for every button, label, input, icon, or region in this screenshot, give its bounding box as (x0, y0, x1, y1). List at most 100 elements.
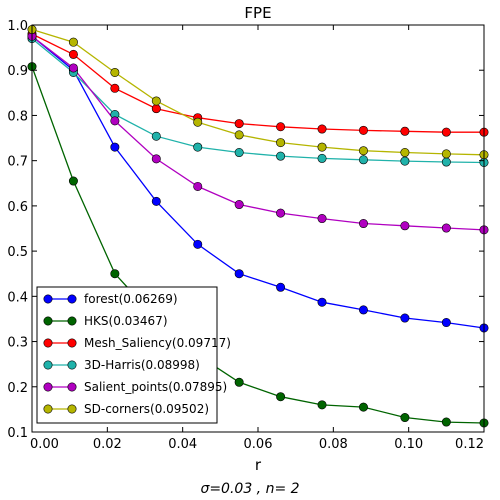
data-point (400, 126, 410, 136)
data-point (151, 131, 161, 141)
x-tick-label: 0.08 (319, 437, 348, 452)
data-point (110, 142, 120, 152)
x-tick-label: 0.00 (30, 437, 59, 452)
data-point (193, 181, 203, 191)
data-point (441, 318, 451, 328)
legend-label: Salient_points(0.07895) (84, 380, 227, 394)
legend-label: 3D-Harris(0.08998) (84, 358, 200, 372)
legend-label: Mesh_Saliency(0.09717) (84, 336, 231, 350)
y-tick-label: 0.1 (7, 426, 28, 441)
data-point (193, 142, 203, 152)
legend-marker (67, 294, 77, 304)
legend-marker (67, 316, 77, 326)
data-point (317, 214, 327, 224)
y-tick-label: 0.2 (7, 381, 28, 396)
data-point (358, 125, 368, 135)
legend-box (36, 286, 218, 424)
x-tick-label: 0.06 (244, 437, 273, 452)
data-point (234, 119, 244, 129)
data-point (276, 392, 286, 402)
y-tick-label: 0.7 (7, 155, 28, 170)
data-point (151, 154, 161, 164)
data-point (234, 269, 244, 279)
data-point (151, 196, 161, 206)
data-point (358, 219, 368, 229)
y-tick-label: 0.3 (7, 336, 28, 351)
data-point (276, 208, 286, 218)
data-point (317, 142, 327, 152)
data-point (358, 402, 368, 412)
data-point (441, 157, 451, 167)
data-point (317, 297, 327, 307)
legend: forest(0.06269) HKS(0.03467) Mesh_Saliency… (36, 286, 231, 424)
data-point (441, 149, 451, 159)
series-lines (31, 28, 485, 424)
caption-text: σ=0.03 , n= 2 (200, 481, 299, 497)
y-tick-label: 1.0 (7, 19, 28, 34)
data-point (110, 67, 120, 77)
data-point (358, 305, 368, 315)
data-point (234, 377, 244, 387)
data-point (400, 148, 410, 158)
x-tick-label: 0.02 (93, 437, 122, 452)
legend-marker (43, 382, 53, 392)
data-point (276, 282, 286, 292)
series-line (31, 28, 485, 156)
series-line (31, 66, 485, 424)
data-point (276, 151, 286, 161)
data-point (234, 148, 244, 158)
y-tick-label: 0.5 (7, 245, 28, 260)
axis-ticks: 0.00 0.02 0.04 0.06 0.08 0.10 0.12 0.1 0.2 0.3 0.4… (7, 19, 485, 452)
legend-label: SD-corners(0.09502) (84, 402, 209, 416)
data-point (317, 124, 327, 134)
data-point (151, 96, 161, 106)
data-point (68, 176, 78, 186)
data-point (68, 49, 78, 59)
legend-label: HKS(0.03467) (84, 314, 168, 328)
series-points (27, 25, 489, 428)
data-point (193, 239, 203, 249)
data-point (317, 153, 327, 163)
y-tick-label: 0.9 (7, 64, 28, 79)
data-point (110, 83, 120, 93)
x-tick-label: 0.12 (455, 437, 484, 452)
legend-marker (43, 404, 53, 414)
legend-marker (67, 404, 77, 414)
data-point (400, 413, 410, 423)
data-point (234, 200, 244, 210)
x-tick-label: 0.04 (168, 437, 197, 452)
data-point (276, 122, 286, 132)
x-tick-label: 0.10 (394, 437, 423, 452)
data-point (68, 37, 78, 47)
data-point (358, 146, 368, 156)
data-point (151, 104, 161, 114)
legend-marker (67, 338, 77, 348)
data-point (358, 155, 368, 165)
legend-marker (43, 338, 53, 348)
y-tick-label: 0.8 (7, 109, 28, 124)
legend-marker (43, 360, 53, 370)
y-tick-label: 0.4 (7, 290, 28, 305)
data-point (193, 117, 203, 127)
series-line (31, 38, 485, 164)
data-point (110, 269, 120, 279)
data-point (110, 116, 120, 126)
data-point (400, 221, 410, 231)
legend-marker (67, 382, 77, 392)
y-tick-label: 0.6 (7, 200, 28, 215)
legend-marker (43, 294, 53, 304)
data-point (400, 156, 410, 166)
chart-title: FPE (244, 4, 271, 22)
data-point (400, 313, 410, 323)
legend-label: forest(0.06269) (84, 292, 178, 306)
data-point (441, 417, 451, 427)
series-line (31, 33, 484, 133)
legend-marker (43, 316, 53, 326)
x-axis-label: r (255, 456, 262, 474)
series-line (31, 35, 485, 329)
data-point (234, 130, 244, 140)
data-point (317, 400, 327, 410)
data-point (276, 138, 286, 148)
data-point (68, 63, 78, 73)
